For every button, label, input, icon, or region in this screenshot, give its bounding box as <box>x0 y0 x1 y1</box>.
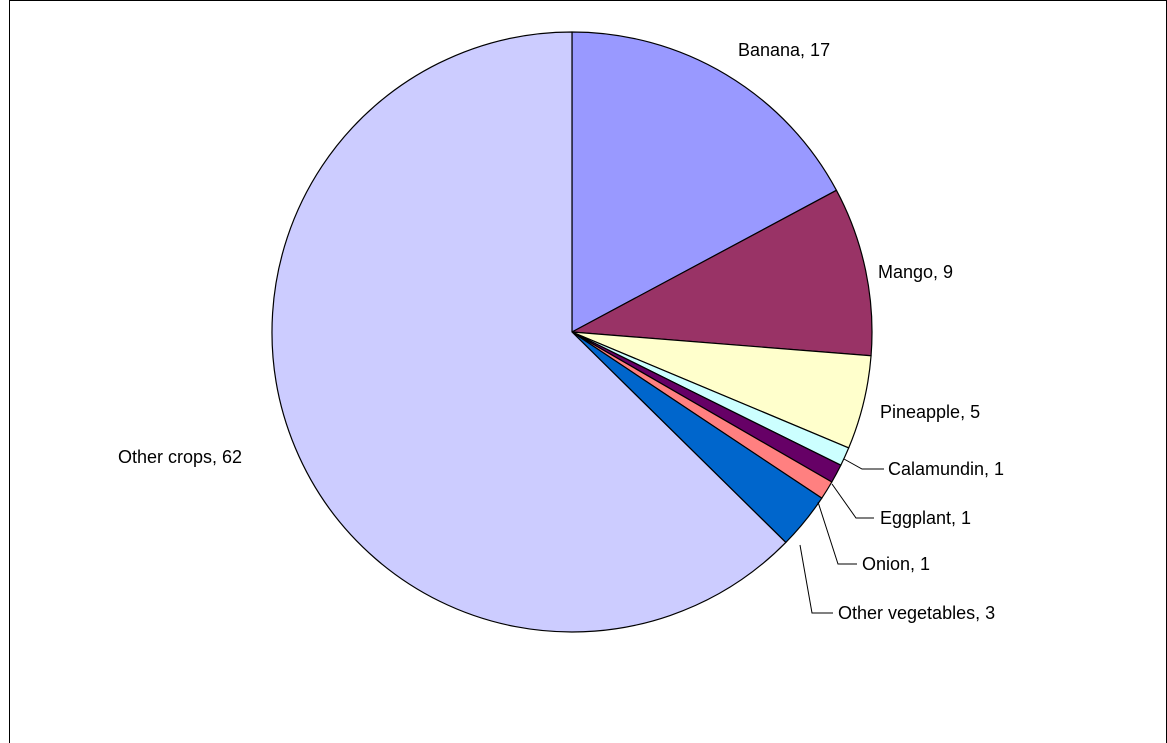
pie-slice-mango <box>571 189 873 357</box>
slice-label-calamundin: Calamundin, 1 <box>888 459 1004 479</box>
leader-line-other-vegetables <box>799 544 833 614</box>
slice-label-eggplant: Eggplant, 1 <box>880 508 971 528</box>
slice-labels: Banana, 17 Mango, 9 Pineapple, 5 Calamundin… <box>118 40 1004 623</box>
leader-line-onion <box>817 501 857 565</box>
leader-line-calamundin <box>843 458 884 470</box>
pie-slice-other-crops <box>271 31 787 633</box>
slice-label-other-crops: Other crops, 62 <box>118 447 242 467</box>
slice-label-other-vegetables: Other vegetables, 3 <box>838 603 995 623</box>
slice-label-pineapple: Pineapple, 5 <box>880 402 980 422</box>
slice-label-mango: Mango, 9 <box>878 262 953 282</box>
slice-label-banana: Banana, 17 <box>738 40 830 60</box>
slice-label-onion: Onion, 1 <box>862 554 930 574</box>
pie-slices <box>271 31 873 633</box>
pie-slice-banana <box>571 31 838 333</box>
leader-lines <box>799 458 884 614</box>
leader-line-eggplant <box>831 483 874 519</box>
